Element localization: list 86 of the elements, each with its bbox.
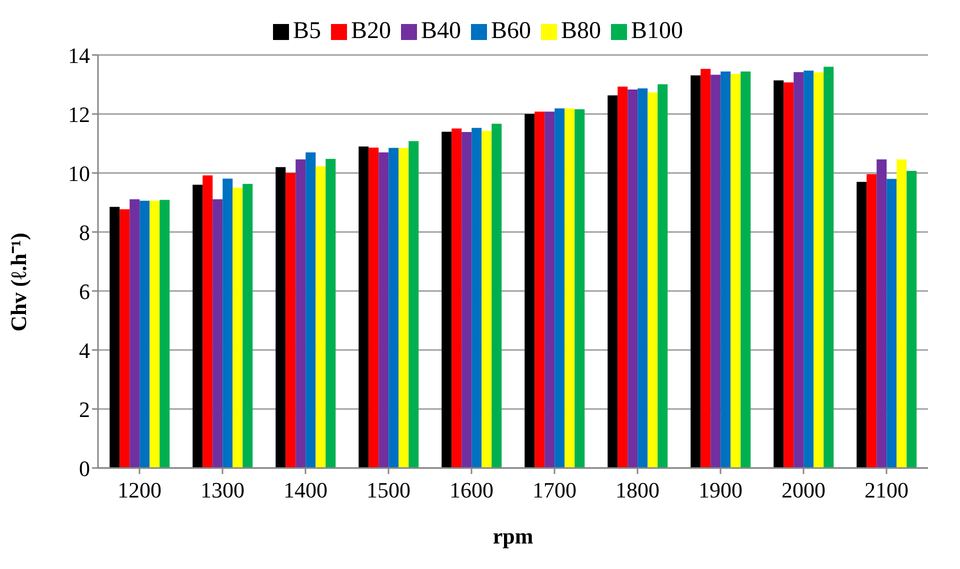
bar — [358, 146, 369, 468]
bar — [658, 84, 668, 468]
bar — [482, 130, 492, 468]
bar — [618, 86, 628, 468]
bar — [286, 173, 296, 468]
bar — [316, 166, 326, 468]
legend-label: B40 — [420, 18, 461, 44]
y-tick-label: 4 — [79, 338, 90, 363]
bar — [866, 174, 877, 468]
x-tick-label: 2100 — [864, 478, 908, 503]
bar — [886, 178, 897, 468]
bar — [876, 159, 887, 468]
x-tick-label: 2000 — [782, 478, 826, 503]
y-tick-label: 10 — [68, 160, 90, 186]
x-tick-label: 1900 — [698, 478, 742, 503]
bar — [150, 200, 160, 468]
bar — [794, 72, 804, 468]
bar — [462, 132, 472, 468]
bar — [242, 184, 253, 468]
legend-label: B60 — [491, 18, 532, 44]
legend-label: B80 — [561, 18, 602, 44]
y-tick-label: 14 — [68, 42, 90, 68]
bar — [544, 112, 555, 468]
bar — [408, 141, 419, 468]
bar — [740, 72, 751, 468]
bar — [804, 70, 814, 468]
y-tick-label: 6 — [79, 278, 90, 304]
bar — [628, 90, 638, 468]
bar — [140, 200, 150, 468]
bar — [730, 74, 741, 468]
bar — [398, 148, 409, 468]
bar — [306, 152, 316, 468]
bar — [710, 74, 721, 468]
bar — [784, 82, 794, 468]
bar — [690, 75, 701, 468]
bar — [906, 170, 917, 468]
bar — [232, 188, 243, 468]
bar — [534, 112, 545, 468]
bar — [452, 128, 462, 468]
bar — [896, 159, 907, 468]
bar — [368, 148, 379, 468]
x-tick-label: 1600 — [450, 478, 494, 503]
y-tick-label: 0 — [79, 456, 90, 481]
legend-label: B20 — [350, 18, 391, 44]
y-tick-label: 2 — [79, 396, 90, 422]
bar — [326, 158, 336, 468]
x-tick-label: 1700 — [532, 478, 576, 503]
y-axis-title: Chv (ℓ.h⁻¹) — [6, 232, 31, 332]
bar — [212, 199, 223, 468]
bar — [192, 184, 203, 468]
legend-label: B100 — [631, 18, 684, 44]
x-tick-label: 1500 — [366, 478, 410, 503]
bar — [160, 200, 170, 468]
bar — [130, 199, 140, 468]
bar — [524, 114, 535, 468]
bar — [856, 182, 867, 468]
bar — [648, 92, 658, 468]
y-tick-label: 12 — [68, 102, 90, 127]
bar — [110, 206, 120, 468]
x-tick-label: 1300 — [200, 478, 244, 503]
bar — [700, 68, 711, 468]
bar — [720, 72, 731, 468]
bar — [472, 128, 482, 468]
bar — [564, 108, 575, 468]
bar — [492, 124, 502, 468]
bar — [378, 152, 389, 468]
bar — [222, 178, 233, 468]
bar — [824, 66, 834, 468]
bar — [202, 175, 213, 468]
bar — [554, 108, 565, 468]
bar — [608, 95, 618, 468]
bar — [814, 72, 824, 468]
bar — [574, 109, 585, 468]
bar — [638, 88, 648, 468]
bar — [276, 167, 286, 468]
x-axis-title: rpm — [492, 524, 534, 549]
legend-label: B5 — [292, 18, 321, 44]
bar — [388, 148, 399, 468]
bar — [296, 159, 306, 468]
bar — [120, 209, 130, 468]
x-tick-label: 1800 — [616, 478, 660, 503]
x-tick-label: 1400 — [284, 478, 328, 503]
bar — [442, 132, 452, 468]
bar — [774, 80, 784, 468]
x-tick-label: 1200 — [118, 478, 162, 503]
y-tick-label: 8 — [79, 220, 90, 245]
